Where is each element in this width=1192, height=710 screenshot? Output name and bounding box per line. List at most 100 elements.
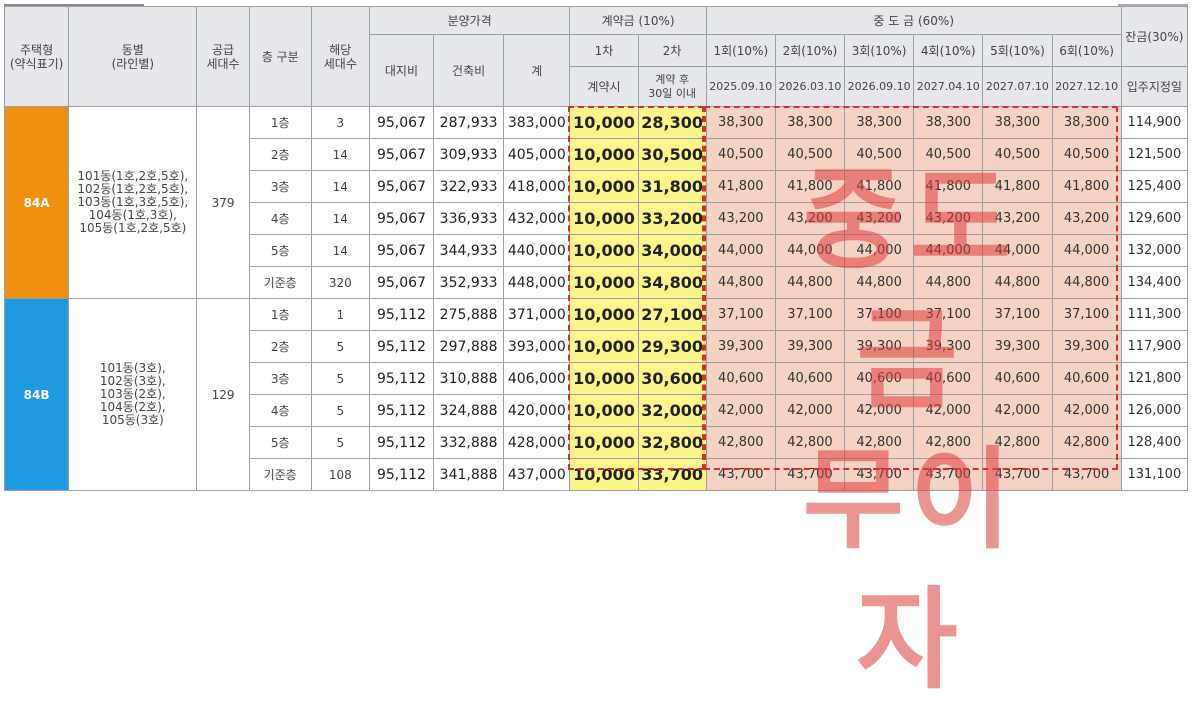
- deposit-2-cell: 29,300: [637, 330, 707, 363]
- header-price-group: 분양가격: [368, 6, 571, 35]
- header-mid-label: 4회(10%): [913, 34, 984, 67]
- mid-payment-cell: 44,000: [844, 234, 915, 267]
- deposit-2-cell: 31,800: [637, 170, 707, 203]
- building-price-cell: 344,933: [433, 234, 505, 267]
- mid-payment-cell: 42,800: [705, 426, 776, 459]
- deposit-1-cell: 10,000: [569, 202, 639, 235]
- land-price-cell: 95,112: [368, 426, 435, 459]
- housing-type-cell: 84B: [3, 298, 70, 491]
- building-price-cell: 310,888: [433, 362, 505, 395]
- mid-payment-cell: 41,800: [774, 170, 846, 203]
- balance-cell: 121,800: [1120, 362, 1189, 395]
- mid-payment-cell: 44,000: [982, 234, 1053, 267]
- header-deposit-1-when: 계약시: [569, 66, 639, 107]
- mid-payment-cell: 44,800: [913, 266, 984, 299]
- floor-cell: 5층: [248, 426, 312, 459]
- price-table: 주택형 (약식표기) 동별 (라인별) 공급 세대수 층 구분 해당 세대수 분…: [3, 6, 1189, 491]
- units-cell: 14: [310, 170, 370, 203]
- mid-payment-cell: 40,600: [705, 362, 776, 395]
- mid-payment-cell: 40,500: [774, 138, 846, 171]
- mid-payment-cell: 42,800: [844, 426, 915, 459]
- balance-cell: 126,000: [1120, 394, 1189, 427]
- floor-cell: 5층: [248, 234, 312, 267]
- building-price-cell: 341,888: [433, 458, 505, 491]
- deposit-2-cell: 33,200: [637, 202, 707, 235]
- building-price-cell: 309,933: [433, 138, 505, 171]
- balance-cell: 128,400: [1120, 426, 1189, 459]
- mid-payment-cell: 37,100: [1051, 298, 1122, 331]
- building-price-cell: 275,888: [433, 298, 505, 331]
- balance-cell: 129,600: [1120, 202, 1189, 235]
- mid-payment-cell: 42,000: [844, 394, 915, 427]
- units-cell: 14: [310, 202, 370, 235]
- units-cell: 5: [310, 394, 370, 427]
- mid-payment-cell: 42,000: [1051, 394, 1122, 427]
- table-row: 4층 14 95,067 336,933 432,000 10,000 33,200 43,2…: [5, 202, 1189, 235]
- total-price-cell: 440,000: [503, 234, 571, 267]
- deposit-2-cell: 34,000: [637, 234, 707, 267]
- total-price-cell: 437,000: [503, 458, 571, 491]
- header-building: 건축비: [433, 34, 505, 107]
- caption-line-right: [1118, 0, 1188, 6]
- mid-payment-cell: 40,600: [982, 362, 1053, 395]
- table-row: 4층 5 95,112 324,888 420,000 10,000 32,000 42,00…: [5, 394, 1189, 427]
- units-cell: 14: [310, 234, 370, 267]
- units-cell: 14: [310, 138, 370, 171]
- floor-cell: 1층: [248, 106, 312, 139]
- land-price-cell: 95,067: [368, 202, 435, 235]
- deposit-1-cell: 10,000: [569, 266, 639, 299]
- table-row: 2층 5 95,112 297,888 393,000 10,000 29,300 39,30…: [5, 330, 1189, 363]
- mid-payment-cell: 44,000: [913, 234, 984, 267]
- balance-cell: 125,400: [1120, 170, 1189, 203]
- header-land: 대지비: [368, 34, 435, 107]
- total-price-cell: 428,000: [503, 426, 571, 459]
- mid-payment-cell: 37,100: [705, 298, 776, 331]
- top-strip: [0, 0, 1192, 6]
- table-row: 2층 14 95,067 309,933 405,000 10,000 30,500 40,5…: [5, 138, 1189, 171]
- mid-payment-cell: 38,300: [844, 106, 915, 139]
- mid-payment-cell: 44,800: [1051, 266, 1122, 299]
- mid-payment-cell: 38,300: [705, 106, 776, 139]
- mid-payment-cell: 42,000: [982, 394, 1053, 427]
- deposit-2-cell: 27,100: [637, 298, 707, 331]
- land-price-cell: 95,067: [368, 138, 435, 171]
- header-deposit-group: 계약금 (10%): [569, 6, 707, 35]
- mid-payment-cell: 41,800: [705, 170, 776, 203]
- mid-payment-cell: 44,000: [705, 234, 776, 267]
- land-price-cell: 95,112: [368, 330, 435, 363]
- header-mid-label: 1회(10%): [705, 34, 776, 67]
- deposit-1-cell: 10,000: [569, 426, 639, 459]
- header-deposit-2-when: 계약 후 30일 이내: [637, 66, 707, 107]
- header-total: 계: [503, 34, 571, 107]
- floor-cell: 4층: [248, 394, 312, 427]
- mid-payment-cell: 38,300: [1051, 106, 1122, 139]
- table-row: 3층 14 95,067 322,933 418,000 10,000 31,800 41,8…: [5, 170, 1189, 203]
- total-price-cell: 405,000: [503, 138, 571, 171]
- supply-units-cell: 129: [196, 298, 250, 491]
- units-cell: 5: [310, 426, 370, 459]
- mid-payment-cell: 39,300: [982, 330, 1053, 363]
- table-row: 기준층 320 95,067 352,933 448,000 10,000 34,800 44…: [5, 266, 1189, 299]
- deposit-1-cell: 10,000: [569, 106, 639, 139]
- balance-cell: 121,500: [1120, 138, 1189, 171]
- caption-line-left: [4, 0, 144, 6]
- mid-payment-cell: 44,800: [844, 266, 915, 299]
- table-row: 84B 101동(3호), 102동(3호), 103동(2호), 104동(2호…: [3, 298, 1189, 491]
- mid-payment-cell: 44,800: [982, 266, 1053, 299]
- total-price-cell: 418,000: [503, 170, 571, 203]
- mid-payment-cell: 43,200: [774, 202, 846, 235]
- deposit-1-cell: 10,000: [569, 170, 639, 203]
- land-price-cell: 95,112: [368, 362, 435, 395]
- mid-payment-cell: 39,300: [705, 330, 776, 363]
- total-price-cell: 432,000: [503, 202, 571, 235]
- mid-payment-cell: 44,800: [705, 266, 776, 299]
- header-mid-date: 2026.03.10: [774, 66, 846, 107]
- land-price-cell: 95,067: [368, 234, 435, 267]
- header-mid-group: 중 도 금 (60%): [705, 6, 1122, 35]
- mid-payment-cell: 40,500: [705, 138, 776, 171]
- deposit-2-cell: 32,000: [637, 394, 707, 427]
- deposit-1-cell: 10,000: [569, 362, 639, 395]
- deposit-1-cell: 10,000: [569, 234, 639, 267]
- units-cell: 1: [310, 298, 370, 331]
- mid-payment-cell: 42,800: [982, 426, 1053, 459]
